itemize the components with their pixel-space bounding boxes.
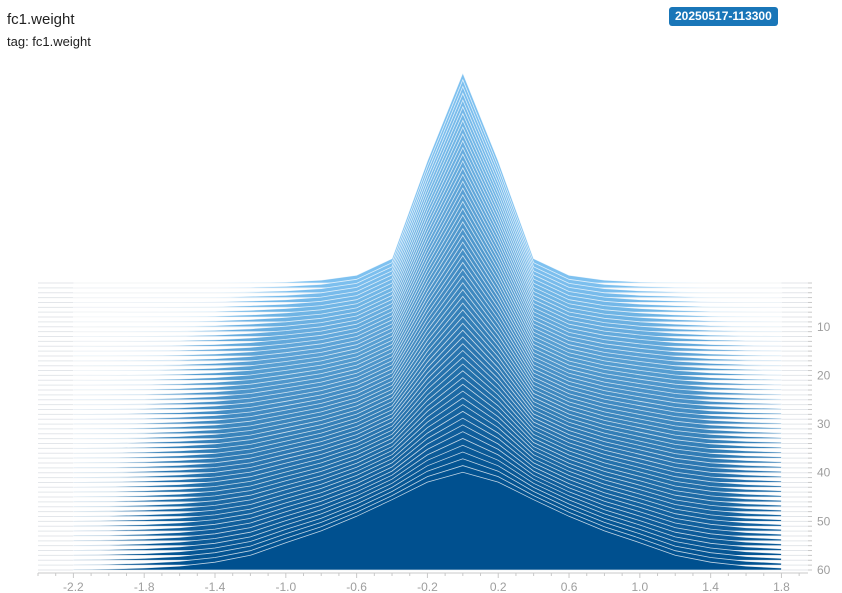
- x-tick-label: -1.0: [275, 580, 296, 593]
- step-tick-label: 40: [817, 466, 831, 480]
- step-tick-label: 10: [817, 320, 831, 334]
- step-tick-label: 20: [817, 368, 831, 382]
- x-tick-label: 1.0: [631, 580, 648, 593]
- step-tick-label: 50: [817, 514, 831, 528]
- x-tick-label: -1.8: [134, 580, 155, 593]
- x-tick-label: -0.6: [346, 580, 367, 593]
- x-tick-label: 1.8: [773, 580, 790, 593]
- x-axis: -2.2 -1.8 -1.4 -1.0 -0.6 -0.2 0.2 0.6 1.0 1.4 1.8: [37, 572, 808, 593]
- step-60-histogram[interactable]: [72, 471, 782, 571]
- ridge-layer: [38, 71, 808, 571]
- step-tick-label: 30: [817, 417, 831, 431]
- x-tick-label: -2.2: [63, 580, 84, 593]
- chart-subtitle: tag: fc1.weight: [7, 34, 91, 49]
- x-tick-label: -0.2: [417, 580, 438, 593]
- step-tick-label: 60: [817, 563, 831, 577]
- x-tick-label: -1.4: [205, 580, 226, 593]
- chart-title: fc1.weight: [7, 11, 75, 28]
- step-axis: 10 20 30 40 50 60: [808, 282, 831, 577]
- x-tick-label: 0.2: [490, 580, 507, 593]
- run-badge[interactable]: 20250517-113300: [669, 7, 778, 26]
- x-tick-label: 0.6: [561, 580, 578, 593]
- x-tick-label: 1.4: [702, 580, 719, 593]
